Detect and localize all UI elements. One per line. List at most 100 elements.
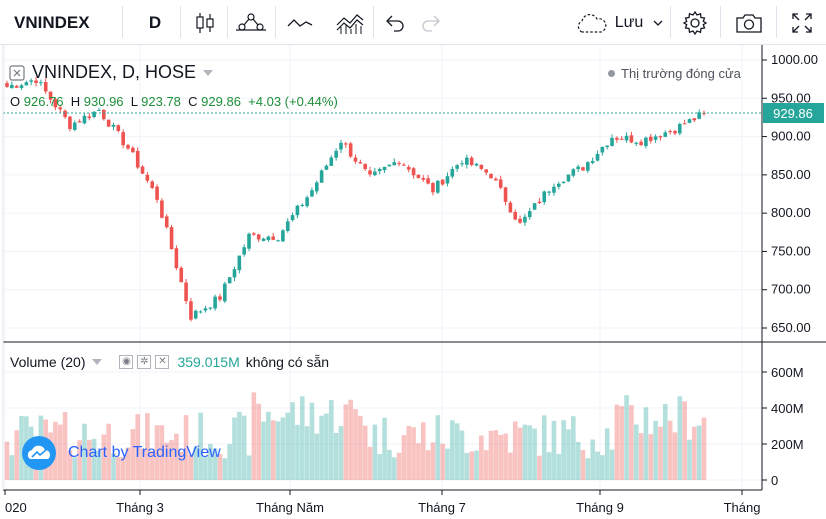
undo-button[interactable] — [382, 0, 408, 45]
volume-bar — [503, 433, 508, 480]
volume-bar — [343, 404, 349, 480]
templates-button[interactable] — [333, 0, 367, 45]
volume-bar — [595, 451, 600, 480]
settings-button[interactable] — [678, 0, 712, 45]
symbol-legend[interactable]: VNINDEX, D, HOSE — [8, 62, 214, 83]
volume-bar — [420, 422, 426, 480]
volume-bar — [474, 450, 479, 480]
volume-bar — [96, 450, 102, 480]
volume-bar — [512, 421, 518, 480]
chevron-down-icon — [653, 20, 663, 26]
candle — [484, 169, 488, 176]
candle — [402, 162, 406, 166]
candle — [581, 166, 585, 171]
candle — [242, 244, 246, 257]
tradingview-logo[interactable]: Chart by TradingView — [22, 436, 221, 470]
volume-bar — [662, 403, 668, 480]
candle — [697, 109, 701, 120]
candle — [193, 309, 198, 320]
volume-axis[interactable]: 600M 400M 200M 0 — [762, 365, 804, 488]
indicators-button[interactable] — [234, 0, 268, 45]
volume-bar — [183, 415, 189, 480]
close-icon[interactable]: ✕ — [155, 355, 170, 369]
candle — [498, 175, 503, 190]
candle — [494, 176, 498, 181]
volume-bar — [198, 412, 203, 480]
price-axis[interactable]: 1000.00 950.00 900.00 850.00 800.00 750.00 700… — [762, 52, 818, 335]
volume-bar — [106, 423, 111, 480]
candle — [58, 105, 63, 113]
candle — [140, 164, 145, 175]
volume-bar — [348, 399, 353, 480]
time-axis[interactable]: 020 Tháng 3 Tháng Năm Tháng 7 Tháng 9 Tháng — [4, 490, 761, 515]
candle — [160, 198, 164, 219]
candle — [87, 112, 92, 121]
volume-bar — [372, 424, 378, 480]
high-label: H — [70, 94, 81, 109]
ohlc-values: O 926.76 H 930.96 L 923.78 C 929.86 +4.0… — [10, 94, 338, 109]
candle — [34, 76, 38, 87]
price-chart[interactable]: 1000.00 950.00 900.00 850.00 800.00 750.00 700… — [0, 45, 826, 519]
candle — [203, 305, 208, 313]
candle — [77, 119, 82, 123]
volume-bar — [91, 438, 97, 480]
chevron-down-icon — [92, 359, 103, 365]
toolbar-divider — [373, 6, 374, 38]
snapshot-button[interactable] — [732, 0, 766, 45]
volume-bar — [266, 411, 271, 480]
volume-bar — [241, 415, 247, 480]
volume-bar — [314, 433, 320, 480]
volume-tick-label: 600M — [771, 365, 804, 380]
candle — [319, 169, 324, 183]
volume-value: 359.015M — [177, 354, 240, 370]
volume-bar — [638, 433, 644, 480]
candle — [460, 160, 464, 167]
candle — [479, 164, 484, 171]
volume-legend[interactable]: Volume (20) ◉ ✲ ✕ 359.015M không có sẵn — [10, 354, 329, 370]
low-label: L — [130, 94, 138, 109]
volume-bar — [643, 407, 649, 480]
volume-bar — [4, 441, 10, 480]
eye-icon[interactable]: ◉ — [119, 355, 134, 369]
volume-bar — [101, 434, 107, 480]
candle — [247, 232, 251, 252]
fullscreen-button[interactable] — [786, 0, 818, 45]
line-tool-button[interactable] — [285, 0, 315, 45]
volume-bar — [77, 440, 82, 480]
volume-bar — [159, 425, 165, 480]
volume-bar — [217, 454, 223, 480]
candle — [552, 183, 556, 196]
symbol-search-button[interactable]: VNINDEX — [14, 12, 90, 32]
candle — [610, 134, 614, 147]
volume-bar — [522, 424, 528, 480]
volume-bar — [116, 456, 121, 480]
volume-bar — [527, 425, 533, 480]
volume-bar — [188, 454, 194, 480]
interval-button[interactable]: D — [148, 12, 162, 32]
volume-bar — [619, 406, 625, 480]
candle — [421, 175, 426, 182]
time-tick-label: 020 — [5, 500, 27, 515]
volume-bar — [62, 412, 68, 480]
tradingview-icon — [22, 436, 56, 470]
settings-icon — [682, 10, 708, 35]
candle — [440, 179, 445, 186]
candle — [232, 266, 237, 282]
toolbar-divider — [776, 6, 777, 38]
volume-bar — [135, 414, 140, 480]
volume-bar — [483, 450, 489, 480]
chart-type-button[interactable] — [190, 0, 220, 45]
collapse-icon — [9, 64, 25, 81]
fullscreen-icon — [792, 12, 812, 33]
save-layout-button[interactable]: Lưu — [566, 0, 670, 45]
price-tick-label: 900.00 — [771, 129, 811, 144]
redo-button[interactable] — [418, 0, 444, 45]
volume-bar — [629, 405, 634, 480]
gear-icon[interactable]: ✲ — [137, 355, 152, 369]
volume-tick-label: 200M — [771, 437, 804, 452]
volume-label: Volume (20) — [10, 354, 86, 370]
candle — [653, 134, 658, 143]
candle — [450, 166, 455, 179]
time-tick-label: Tháng — [724, 500, 761, 515]
candle — [411, 167, 416, 179]
